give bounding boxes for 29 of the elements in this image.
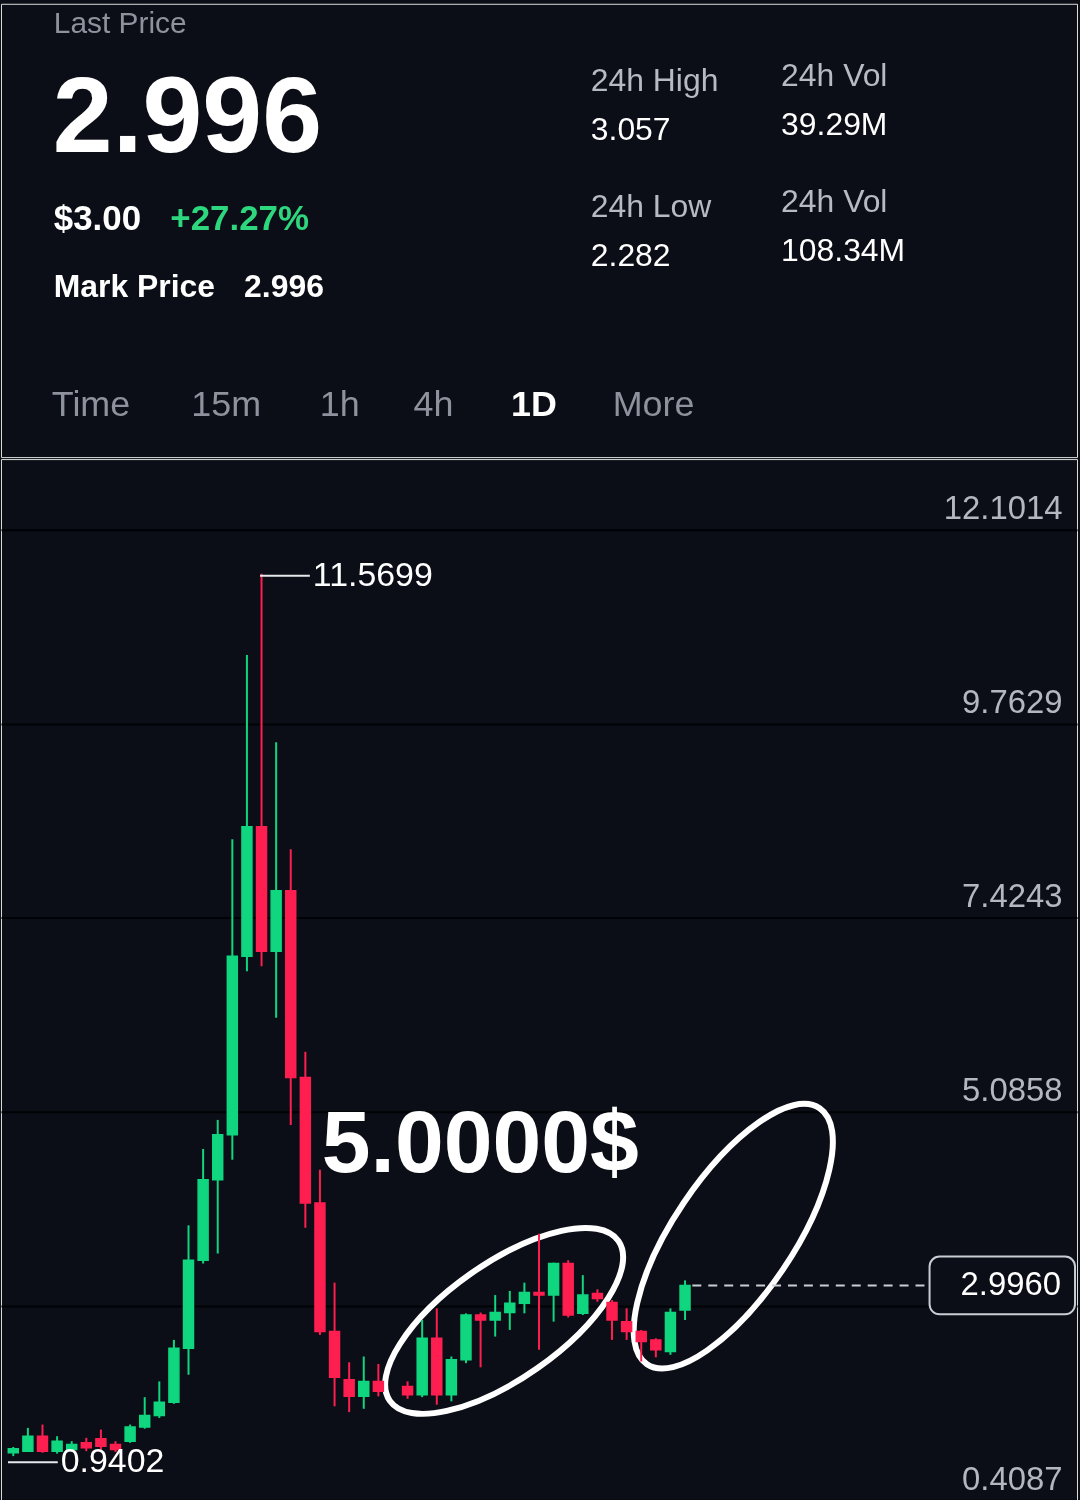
y-tick-label: 5.0858 — [962, 1071, 1063, 1109]
text: Time — [51, 384, 131, 425]
annotation: 0.9402 — [60, 1441, 165, 1480]
y-tick-label: 9.7629 — [962, 683, 1063, 721]
text: 108.34M — [781, 231, 906, 268]
text: 1D — [511, 384, 557, 425]
y-tick-label: 7.4243 — [962, 877, 1063, 915]
text: 4h — [413, 384, 454, 425]
text: 39.29M — [781, 106, 888, 143]
text: +27.27% — [170, 197, 309, 237]
ref-line-label: 2.9960 — [960, 1265, 1062, 1303]
annotation: 11.5699 — [312, 554, 433, 593]
y-tick-label: 0.4087 — [962, 1459, 1063, 1497]
text: 3.057 — [590, 111, 671, 148]
annotation: 5.0000$ — [321, 1093, 639, 1192]
text: More — [612, 384, 695, 425]
text: 2.282 — [590, 236, 671, 273]
text: Last Price — [53, 5, 187, 39]
y-tick-label: 12.1014 — [943, 489, 1063, 527]
text: 24h Vol — [781, 183, 888, 219]
text: $3.00 — [53, 197, 142, 237]
text: Mark Price — [53, 267, 216, 304]
text: 15m — [191, 384, 262, 425]
text: 2.996 — [244, 267, 324, 304]
text: 24h Vol — [781, 57, 888, 94]
text: 1h — [319, 384, 360, 425]
text: 2.996 — [52, 55, 323, 176]
text: 24h High — [590, 62, 719, 99]
text: 24h Low — [590, 187, 713, 224]
